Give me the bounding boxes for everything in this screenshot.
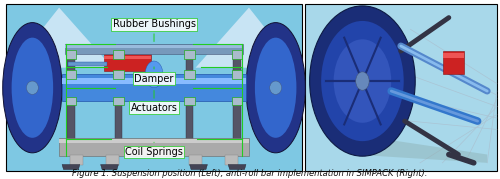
Bar [184, 50, 195, 59]
Ellipse shape [270, 81, 281, 94]
Bar [106, 155, 119, 165]
Bar [59, 138, 249, 156]
Polygon shape [62, 165, 80, 170]
Ellipse shape [2, 23, 62, 153]
Ellipse shape [321, 21, 404, 141]
Ellipse shape [310, 6, 415, 156]
Ellipse shape [356, 72, 369, 90]
Bar [113, 97, 124, 105]
Bar [104, 56, 151, 59]
Polygon shape [228, 165, 246, 170]
Bar [59, 139, 249, 143]
Text: Coil Springs: Coil Springs [125, 142, 183, 157]
Ellipse shape [12, 38, 53, 138]
Bar [70, 155, 84, 165]
Bar [224, 155, 237, 165]
Bar [66, 97, 76, 105]
Text: Actuators: Actuators [130, 91, 178, 113]
Polygon shape [353, 134, 487, 163]
Bar [305, 4, 497, 171]
Ellipse shape [255, 38, 296, 138]
Bar [184, 70, 195, 79]
Ellipse shape [334, 39, 391, 123]
Polygon shape [190, 165, 208, 170]
Polygon shape [12, 8, 112, 68]
Text: Figure 1. Suspension position (Left), anti-roll bar implementation in SIMPACK (R: Figure 1. Suspension position (Left), an… [72, 169, 428, 178]
Bar [232, 50, 242, 59]
Bar [66, 50, 76, 59]
Ellipse shape [145, 61, 163, 88]
Bar [233, 48, 241, 151]
Bar [62, 78, 246, 84]
Bar [443, 53, 464, 58]
Bar [113, 70, 124, 79]
Bar [184, 97, 195, 105]
Bar [68, 62, 106, 66]
Bar [186, 48, 194, 151]
Bar [65, 45, 243, 48]
Ellipse shape [246, 23, 306, 153]
Bar [62, 74, 246, 101]
Bar [189, 155, 202, 165]
Polygon shape [100, 165, 118, 170]
Text: Rubber Bushings: Rubber Bushings [112, 19, 196, 42]
Ellipse shape [26, 81, 38, 94]
Bar [114, 48, 122, 151]
Polygon shape [196, 8, 296, 68]
Bar [66, 70, 76, 79]
Bar [113, 50, 124, 59]
Bar [232, 70, 242, 79]
Bar [104, 54, 151, 71]
Text: Damper: Damper [134, 67, 173, 84]
Bar [443, 51, 464, 74]
Bar [6, 4, 302, 171]
Bar [67, 48, 75, 151]
Bar [232, 97, 242, 105]
Bar [65, 44, 243, 54]
